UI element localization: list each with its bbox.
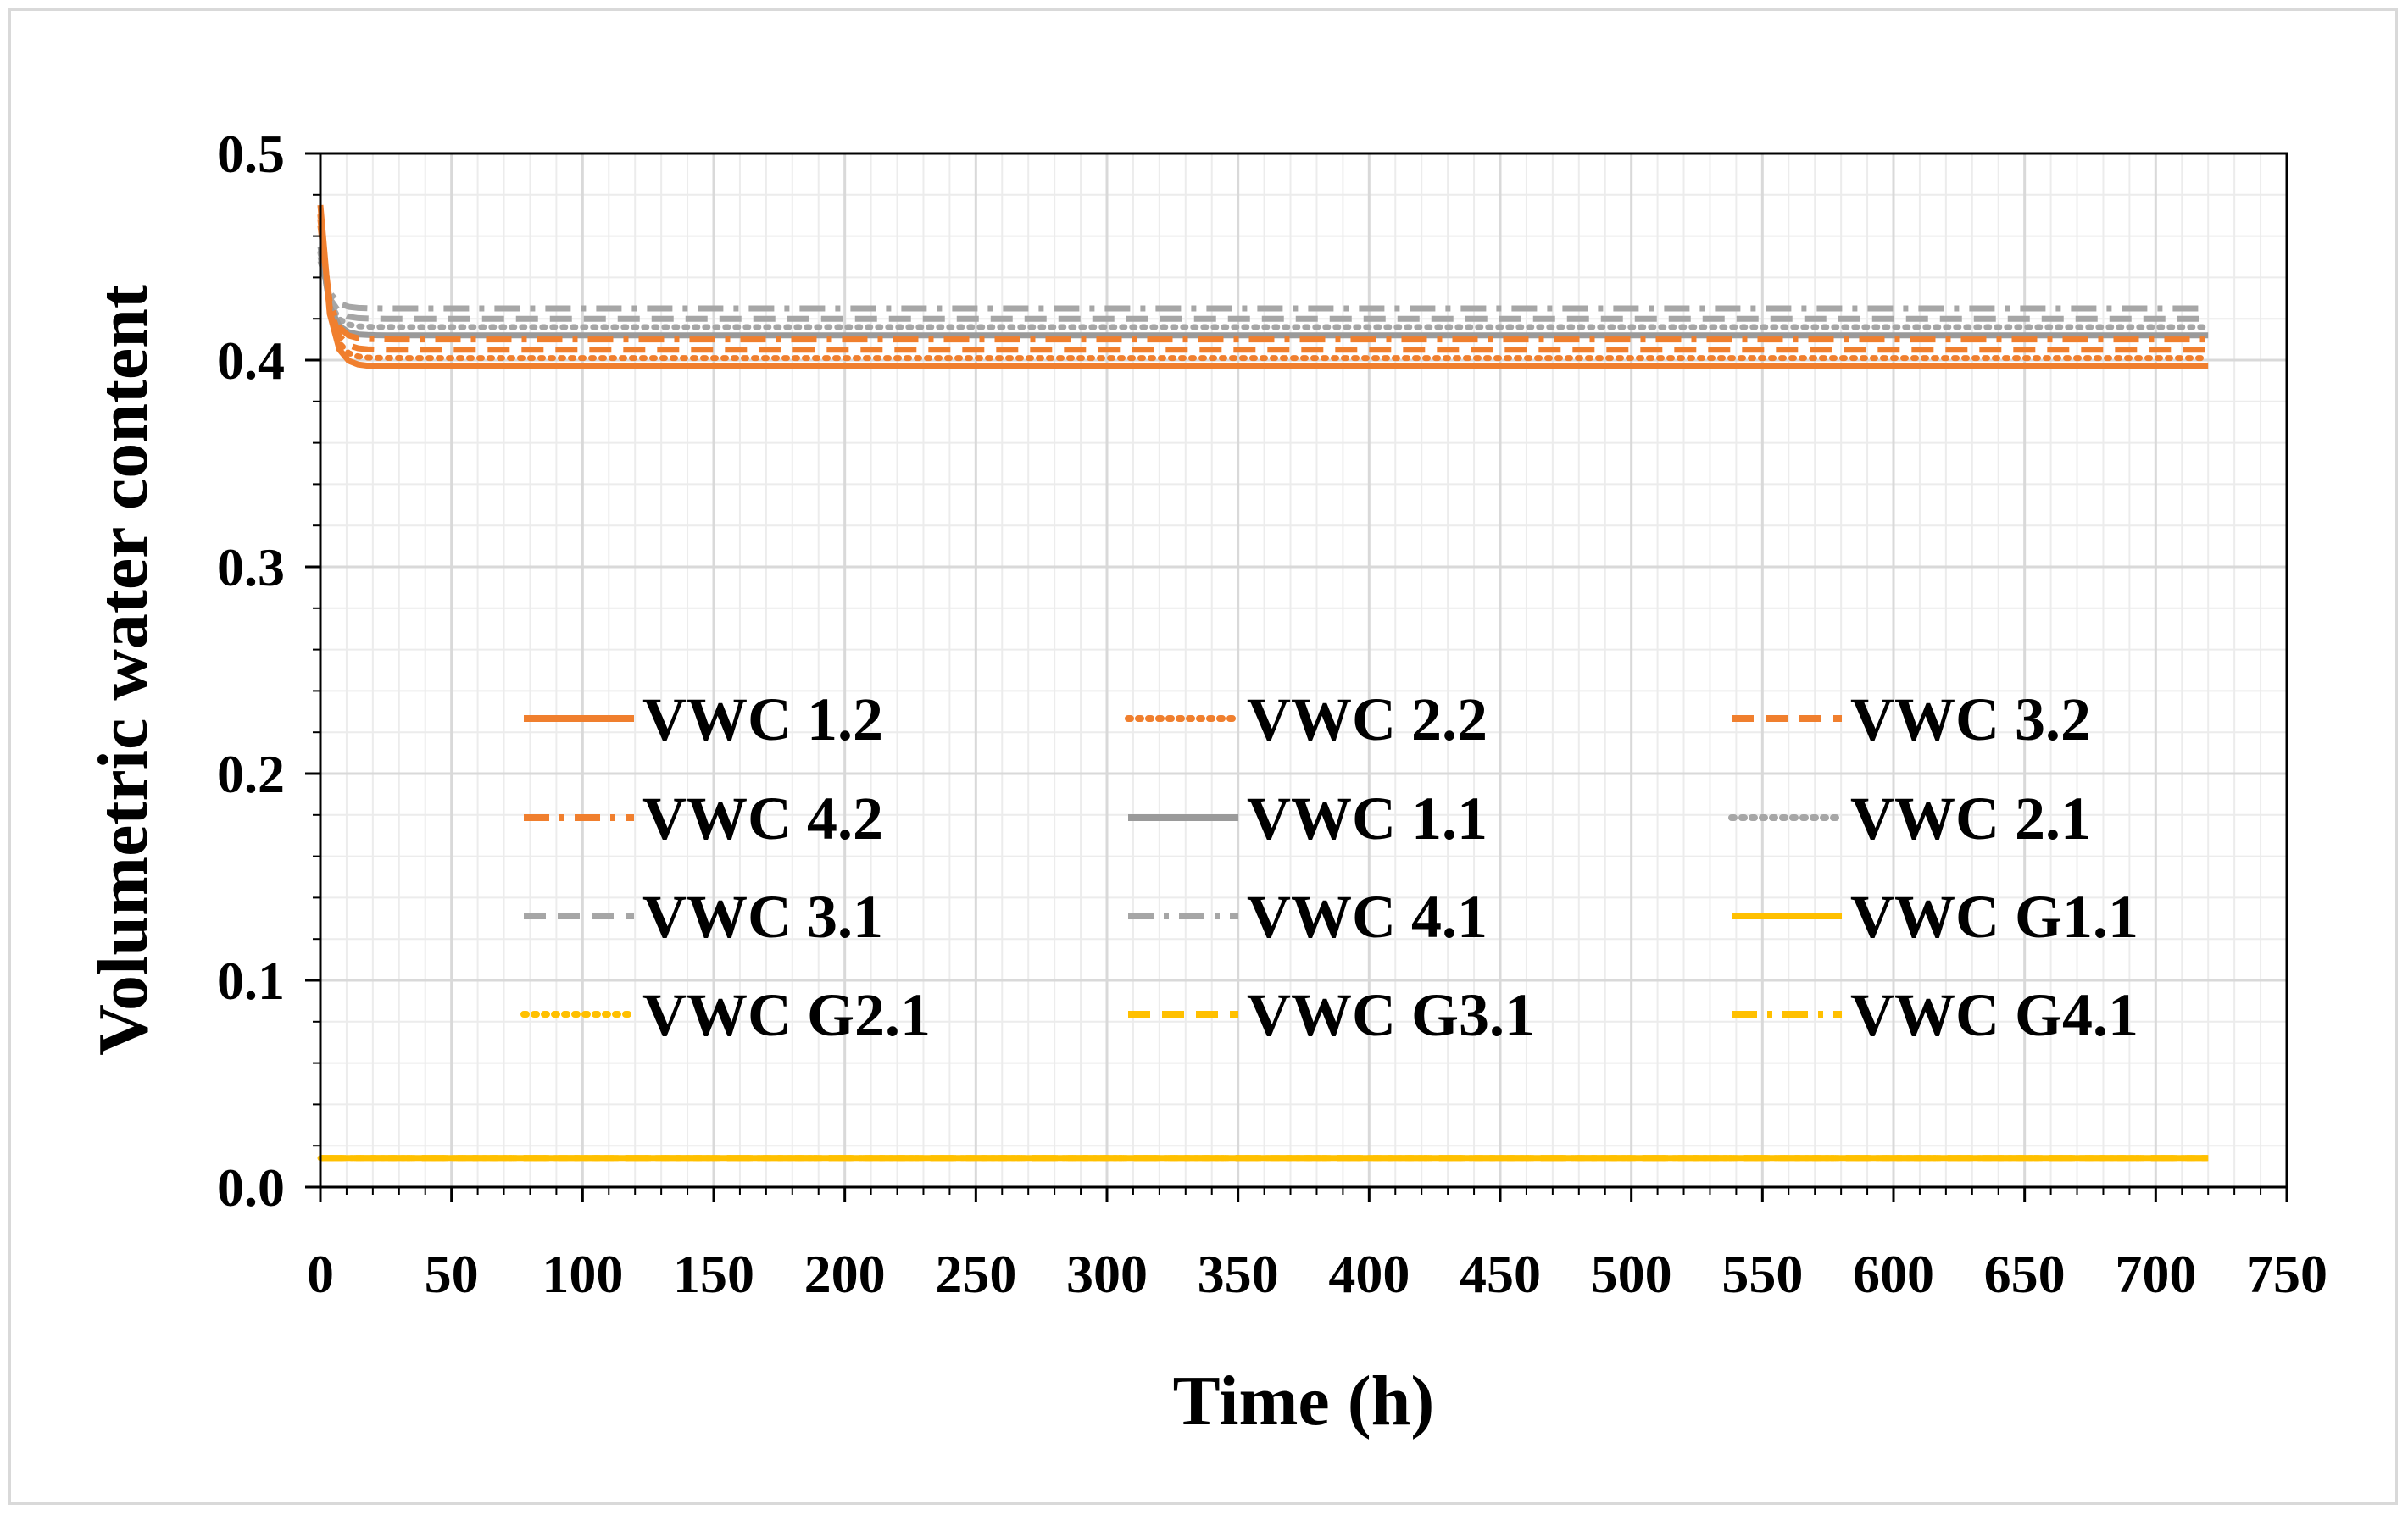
legend-item: VWC G3.1: [1128, 981, 1535, 1049]
legend-label: VWC 1.2: [642, 685, 883, 753]
x-tick-label: 700: [2115, 1244, 2196, 1304]
y-tick-label: 0.1: [217, 951, 285, 1011]
x-tick-label: 0: [307, 1244, 334, 1304]
legend-item: VWC 3.1: [524, 883, 883, 951]
x-tick-label: 300: [1066, 1244, 1148, 1304]
legend-item: VWC 4.1: [1128, 883, 1488, 951]
y-axis-title: Volumetric water content: [84, 285, 163, 1056]
legend-item: VWC 4.2: [524, 785, 883, 852]
legend-item: VWC 2.1: [1728, 785, 2091, 852]
y-tick-label: 0.0: [217, 1157, 285, 1218]
x-tick-label: 50: [425, 1244, 479, 1304]
legend-label: VWC G4.1: [1850, 981, 2138, 1049]
x-tick-label: 600: [1853, 1244, 1934, 1304]
y-tick-label: 0.3: [217, 537, 285, 597]
legend-label: VWC 2.2: [1247, 685, 1488, 753]
legend-item: VWC 1.2: [524, 685, 883, 753]
series-line-vwc-1.2: [317, 204, 2209, 369]
legend-label: VWC 3.1: [642, 883, 883, 951]
x-tick-labels: 0 50 100 150 200 250 300 350 400 450 500 550 600 650 7…: [307, 1244, 2327, 1304]
series-line-vwc-2.1: [317, 249, 2211, 330]
x-tick-label: 150: [673, 1244, 754, 1304]
legend-label: VWC G3.1: [1247, 981, 1535, 1049]
plot-border: [319, 152, 2288, 1189]
legend-item: VWC 1.1: [1128, 785, 1488, 852]
chart-frame: 0 50 100 150 200 250 300 350 400 450 500 550 600 650 7…: [8, 8, 2398, 1505]
series-line-vwc-3.1: [317, 256, 2209, 322]
legend-label: VWC 4.1: [1247, 883, 1488, 951]
y-tick-label: 0.4: [217, 330, 285, 391]
x-tick-label: 350: [1198, 1244, 1279, 1304]
legend: VWC 1.2 VWC 2.2 VWC 3.2 VWC 4.2 VWC 1.1 VWC 2…: [520, 685, 2138, 1049]
legend-item: VWC 3.2: [1732, 685, 2091, 753]
legend-item: VWC 2.2: [1125, 685, 1488, 753]
x-tick-label: 500: [1591, 1244, 1672, 1304]
y-tick-labels: 0.0 0.1 0.2 0.3 0.4 0.5: [217, 124, 285, 1218]
x-axis-title: Time (h): [1173, 1362, 1435, 1440]
legend-item: VWC G1.1: [1732, 883, 2138, 951]
legend-item: VWC G4.1: [1732, 981, 2138, 1049]
series-line-vwc-2.2: [317, 212, 2211, 362]
x-tick-label: 550: [1721, 1244, 1803, 1304]
axis-ticks: [305, 152, 2288, 1202]
x-tick-label: 650: [1984, 1244, 2066, 1304]
x-tick-label: 250: [935, 1244, 1016, 1304]
y-tick-label: 0.5: [217, 124, 285, 184]
legend-label: VWC G2.1: [642, 981, 931, 1049]
x-tick-label: 750: [2246, 1244, 2327, 1304]
legend-label: VWC 3.2: [1850, 685, 2091, 753]
x-tick-label: 100: [542, 1244, 623, 1304]
x-tick-label: 450: [1460, 1244, 1541, 1304]
legend-label: VWC G1.1: [1850, 883, 2138, 951]
chart: 0 50 100 150 200 250 300 350 400 450 500 550 600 650 7…: [84, 124, 2327, 1440]
x-tick-label: 400: [1328, 1244, 1410, 1304]
series-line-vwc-4.2: [317, 225, 2209, 343]
legend-label: VWC 2.1: [1850, 785, 2091, 852]
series-line-vwc-3.2: [317, 219, 2209, 353]
series-line-vwc-1.1: [317, 246, 2209, 339]
legend-label: VWC 1.1: [1247, 785, 1488, 852]
legend-item: VWC G2.1: [520, 981, 931, 1049]
legend-label: VWC 4.2: [642, 785, 883, 852]
series-layer: [317, 204, 2211, 1162]
x-tick-label: 200: [804, 1244, 886, 1304]
series-line-vwc-4.1: [317, 259, 2209, 312]
y-tick-label: 0.2: [217, 744, 285, 804]
